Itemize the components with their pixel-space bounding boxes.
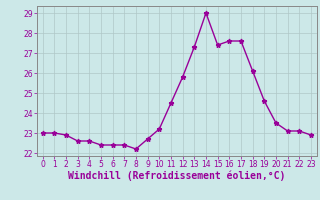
X-axis label: Windchill (Refroidissement éolien,°C): Windchill (Refroidissement éolien,°C) [68, 171, 285, 181]
